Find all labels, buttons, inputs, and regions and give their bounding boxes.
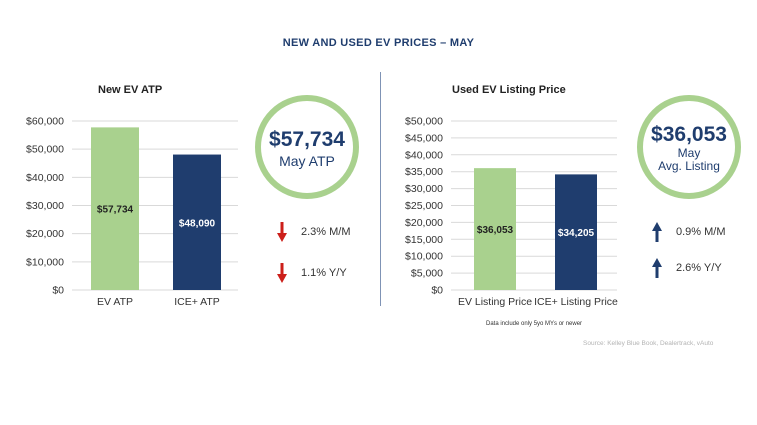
- used-listing-circle-label-1: May: [677, 146, 701, 160]
- new-ev-chart-title: New EV ATP: [98, 84, 163, 96]
- new-ev-y-tick-label: $0: [52, 285, 64, 297]
- new-ev-category-label: ICE+ ATP: [174, 296, 220, 308]
- used-ev-chart-title: Used EV Listing Price: [452, 84, 566, 96]
- used-ev-y-tick-label: $10,000: [405, 251, 443, 263]
- used-ev-y-tick-label: $0: [431, 285, 443, 297]
- panel-divider: [380, 72, 381, 306]
- up-arrow-icon: [652, 222, 662, 242]
- up-arrow-icon: [652, 258, 662, 278]
- new-ev-y-tick-label: $30,000: [26, 200, 64, 212]
- used-listing-circle-label-2: Avg. Listing: [658, 159, 720, 173]
- used-ev-y-tick-label: $5,000: [411, 268, 443, 280]
- new-ev-y-tick-label: $50,000: [26, 144, 64, 156]
- new-ev-bar-ev: [91, 127, 139, 290]
- used-mm-change: 0.9% M/M: [652, 222, 726, 242]
- used-ev-bar-value-label: $36,053: [477, 225, 514, 236]
- new-yy-change: 1.1% Y/Y: [277, 263, 347, 283]
- new-yy-change-text: 1.1% Y/Y: [301, 267, 347, 279]
- new-mm-change-text: 2.3% M/M: [301, 226, 351, 238]
- new-ev-category-label: EV ATP: [97, 296, 133, 308]
- new-ev-y-tick-label: $40,000: [26, 172, 64, 184]
- new-ev-y-tick-label: $10,000: [26, 256, 64, 268]
- used-ev-category-label: EV Listing Price: [458, 296, 532, 308]
- down-arrow-icon: [277, 263, 287, 283]
- used-ev-bar-value-label: $34,205: [558, 228, 595, 239]
- used-ev-y-tick-label: $45,000: [405, 132, 443, 144]
- used-mm-change-text: 0.9% M/M: [676, 226, 726, 238]
- page-title: NEW AND USED EV PRICES – MAY: [282, 37, 475, 49]
- used-ev-category-label: ICE+ Listing Price: [534, 296, 618, 308]
- new-mm-change: 2.3% M/M: [277, 222, 351, 242]
- used-ev-bar-ev: [474, 168, 516, 290]
- used-ev-y-tick-label: $15,000: [405, 234, 443, 246]
- used-ev-bar-ice: [555, 174, 597, 290]
- new-atp-circle: $57,734 May ATP: [255, 95, 359, 199]
- new-atp-circle-label: May ATP: [279, 153, 335, 169]
- source-note: Source: Kelley Blue Book, Dealertrack, v…: [583, 340, 714, 347]
- new-atp-circle-value: $57,734: [269, 128, 345, 151]
- used-listing-circle: $36,053 May Avg. Listing: [637, 95, 741, 199]
- used-ev-y-tick-label: $30,000: [405, 183, 443, 195]
- used-ev-y-tick-label: $25,000: [405, 200, 443, 212]
- data-footnote: Data include only 5yo MYs or newer: [486, 321, 583, 327]
- used-ev-y-tick-label: $50,000: [405, 116, 443, 128]
- used-yy-change: 2.6% Y/Y: [652, 258, 722, 278]
- new-ev-bar-ice: [173, 154, 221, 290]
- new-ev-bar-value-label: $48,090: [179, 218, 216, 229]
- new-ev-y-tick-label: $60,000: [26, 116, 64, 128]
- used-listing-circle-value: $36,053: [651, 123, 727, 146]
- used-ev-y-tick-label: $40,000: [405, 149, 443, 161]
- down-arrow-icon: [277, 222, 287, 242]
- new-ev-y-tick-label: $20,000: [26, 228, 64, 240]
- new-ev-bar-value-label: $57,734: [97, 205, 134, 216]
- used-yy-change-text: 2.6% Y/Y: [676, 262, 722, 274]
- used-ev-y-tick-label: $35,000: [405, 166, 443, 178]
- used-ev-y-tick-label: $20,000: [405, 217, 443, 229]
